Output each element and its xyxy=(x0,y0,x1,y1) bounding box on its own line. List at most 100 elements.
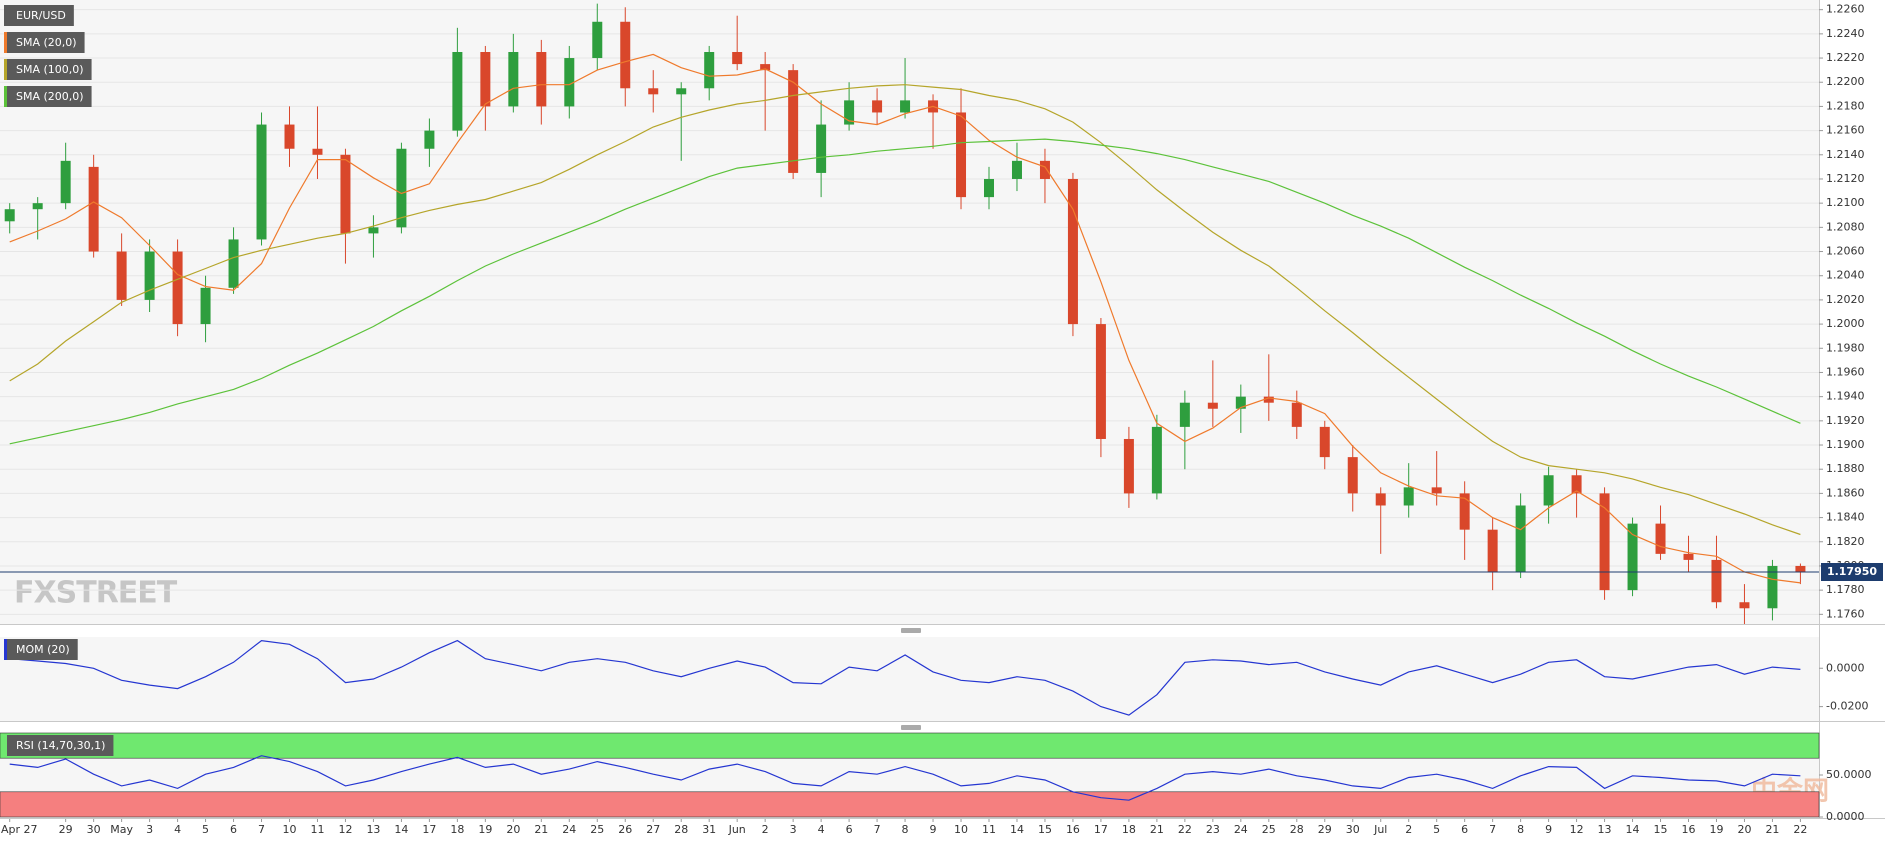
candle-body xyxy=(816,124,827,173)
candle-body xyxy=(200,287,211,325)
y-tick-label: 1.2200 xyxy=(1826,75,1865,88)
y-tick-label: 1.2060 xyxy=(1826,245,1865,258)
x-tick-label: 15 xyxy=(1654,823,1668,836)
x-tick-label: 10 xyxy=(954,823,968,836)
candle-body xyxy=(1319,426,1330,458)
candle-body xyxy=(1431,487,1442,494)
legend-swatch xyxy=(4,32,7,53)
series-line xyxy=(9,755,1801,801)
y-tick-label: 1.1860 xyxy=(1826,486,1865,499)
y-tick-label: 1.2040 xyxy=(1826,269,1865,282)
x-tick-label: 19 xyxy=(1709,823,1723,836)
y-tick-label: 1.1760 xyxy=(1826,607,1865,620)
x-tick-label: 5 xyxy=(1433,823,1440,836)
x-tick-label: 4 xyxy=(818,823,825,836)
candle-body xyxy=(1487,529,1498,572)
x-tick-label: 16 xyxy=(1682,823,1696,836)
candle-body xyxy=(396,148,407,228)
candle-body xyxy=(1151,426,1162,494)
x-tick-label: 14 xyxy=(1626,823,1640,836)
y-tick-label: 1.2260 xyxy=(1826,3,1865,16)
candle-body xyxy=(872,100,883,113)
candle-body xyxy=(1095,324,1106,439)
candle-body xyxy=(844,100,855,125)
x-tick-label: 7 xyxy=(874,823,881,836)
x-tick-label: 21 xyxy=(1765,823,1779,836)
candle-body xyxy=(1179,402,1190,427)
x-tick-label: 20 xyxy=(506,823,520,836)
y-tick-label: 1.1940 xyxy=(1826,390,1865,403)
x-tick-label: 26 xyxy=(618,823,632,836)
x-tick-label: 25 xyxy=(590,823,604,836)
x-tick-label: 6 xyxy=(230,823,237,836)
x-tick-label: 6 xyxy=(1461,823,1468,836)
y-tick-label: 1.2180 xyxy=(1826,99,1865,112)
y-tick-label: 1.1960 xyxy=(1826,365,1865,378)
x-tick-label: 30 xyxy=(1346,823,1360,836)
x-tick-label: 14 xyxy=(1010,823,1024,836)
y-tick-label: 50.0000 xyxy=(1826,768,1872,781)
y-tick-label: -0.0200 xyxy=(1826,700,1868,713)
candle-body xyxy=(1039,160,1050,179)
legend-box xyxy=(4,735,114,756)
candle-body xyxy=(676,88,687,95)
x-tick-label: 22 xyxy=(1178,823,1192,836)
candle-body xyxy=(508,52,519,107)
y-tick-label: 1.1900 xyxy=(1826,438,1865,451)
x-tick-label: 9 xyxy=(930,823,937,836)
candle-body xyxy=(1655,523,1666,554)
legend-label: EUR/USD xyxy=(16,9,66,22)
legend-label: RSI (14,70,30,1) xyxy=(16,739,105,752)
x-tick-label: 18 xyxy=(1122,823,1136,836)
x-tick-label: 7 xyxy=(258,823,265,836)
x-tick-label: Jul xyxy=(1373,823,1387,836)
x-tick-label: 11 xyxy=(982,823,996,836)
y-tick-label: 1.1880 xyxy=(1826,462,1865,475)
x-tick-label: 3 xyxy=(146,823,153,836)
series-line xyxy=(9,639,1801,716)
candle-body xyxy=(1011,160,1022,179)
resize-handle[interactable] xyxy=(901,725,921,730)
price-panel xyxy=(0,0,1819,624)
candle-body xyxy=(984,178,994,198)
x-tick-label: 28 xyxy=(674,823,688,836)
x-tick-label: 17 xyxy=(1094,823,1108,836)
legend-box xyxy=(4,639,78,660)
y-tick-label: 1.1980 xyxy=(1826,341,1865,354)
candle-body xyxy=(956,112,967,198)
resize-handle[interactable] xyxy=(901,628,921,633)
legend-label: MOM (20) xyxy=(16,643,70,656)
candle-body xyxy=(116,251,127,300)
candle-body xyxy=(1683,553,1694,560)
candle-body xyxy=(1795,565,1806,572)
candle-body xyxy=(340,154,351,234)
x-tick-label: 16 xyxy=(1066,823,1080,836)
legend-label: SMA (100,0) xyxy=(16,63,84,76)
legend-box xyxy=(4,59,92,80)
x-tick-label: 30 xyxy=(87,823,101,836)
current-price-box xyxy=(1821,563,1883,581)
y-tick-label: 1.1840 xyxy=(1826,511,1865,524)
current-price-label: 1.17950 xyxy=(1827,565,1877,578)
candle-body xyxy=(564,58,575,107)
x-tick-label: 22 xyxy=(1793,823,1807,836)
x-tick-label: 18 xyxy=(450,823,464,836)
candle-body xyxy=(1571,475,1582,494)
candle-body xyxy=(312,148,323,155)
candle-body xyxy=(1291,402,1302,427)
candle-body xyxy=(1599,493,1610,591)
x-tick-label: 14 xyxy=(394,823,408,836)
y-tick-label: 1.1780 xyxy=(1826,583,1865,596)
candle-body xyxy=(900,100,911,113)
x-tick-label: 11 xyxy=(310,823,324,836)
x-tick-label: 29 xyxy=(59,823,73,836)
x-tick-label: 8 xyxy=(1517,823,1524,836)
legend-box xyxy=(4,32,85,53)
candle-body xyxy=(1067,178,1078,325)
x-tick-label: Apr 27 xyxy=(1,823,38,836)
series-line xyxy=(9,53,1801,584)
x-tick-label: 21 xyxy=(1150,823,1164,836)
candle-body xyxy=(452,52,463,131)
